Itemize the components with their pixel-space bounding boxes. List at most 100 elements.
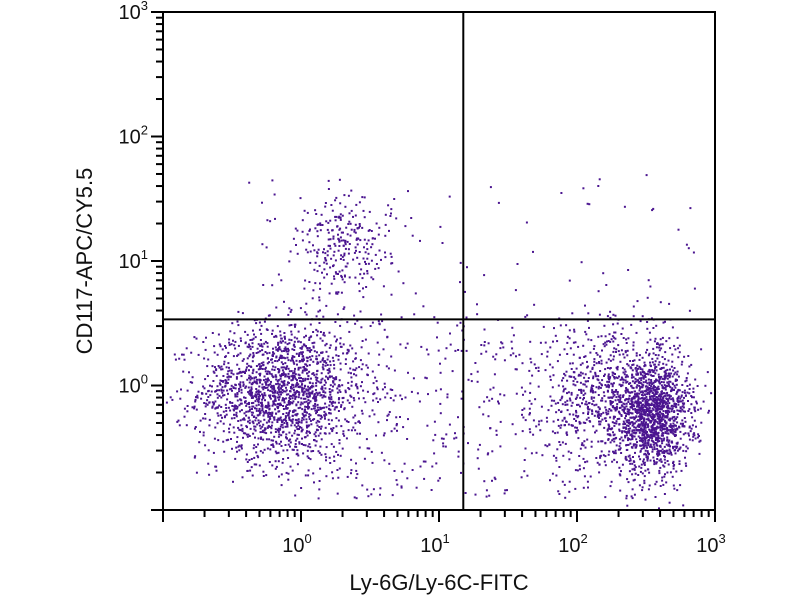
data-point bbox=[449, 332, 451, 335]
data-point bbox=[250, 458, 253, 460]
data-point bbox=[625, 387, 628, 389]
data-point bbox=[354, 246, 357, 249]
data-point bbox=[236, 436, 239, 439]
data-point bbox=[314, 209, 317, 212]
data-point bbox=[244, 341, 247, 344]
data-point bbox=[244, 432, 247, 435]
data-point bbox=[236, 407, 239, 410]
data-point bbox=[633, 426, 636, 429]
data-point bbox=[328, 456, 331, 459]
data-point bbox=[589, 390, 592, 393]
data-point bbox=[635, 446, 638, 449]
data-point bbox=[245, 453, 248, 456]
data-point bbox=[276, 349, 279, 352]
data-point bbox=[664, 403, 667, 406]
data-point bbox=[328, 404, 331, 407]
data-point bbox=[568, 458, 571, 461]
data-point bbox=[255, 365, 258, 367]
data-point bbox=[678, 426, 681, 429]
data-point bbox=[621, 377, 624, 380]
data-point bbox=[706, 371, 709, 374]
data-point bbox=[365, 242, 368, 245]
data-point bbox=[639, 320, 642, 323]
data-point bbox=[332, 400, 335, 403]
y-axis-label: CD117-APC/CY5.5 bbox=[72, 168, 97, 355]
data-point bbox=[657, 416, 660, 419]
data-point bbox=[277, 368, 279, 370]
data-point bbox=[353, 496, 356, 499]
data-point bbox=[638, 424, 641, 427]
data-point bbox=[653, 435, 656, 438]
data-point bbox=[282, 408, 285, 410]
data-point bbox=[355, 238, 358, 241]
data-point bbox=[628, 382, 630, 385]
data-point bbox=[271, 387, 274, 390]
data-point bbox=[221, 368, 224, 371]
data-point bbox=[645, 351, 647, 354]
data-point bbox=[609, 416, 612, 419]
data-point bbox=[240, 444, 243, 447]
data-point bbox=[632, 387, 635, 390]
data-point bbox=[326, 273, 328, 276]
data-point bbox=[676, 421, 679, 424]
data-point bbox=[330, 427, 333, 430]
data-point bbox=[653, 459, 655, 462]
data-point bbox=[296, 433, 299, 436]
data-point bbox=[662, 381, 665, 384]
data-point bbox=[644, 381, 647, 384]
data-point bbox=[650, 446, 653, 449]
data-point bbox=[310, 450, 313, 453]
data-point bbox=[592, 400, 595, 403]
data-point bbox=[666, 402, 669, 405]
data-point bbox=[629, 366, 632, 369]
data-point bbox=[635, 429, 638, 431]
data-point bbox=[314, 376, 317, 379]
data-point bbox=[269, 220, 272, 223]
data-point bbox=[596, 378, 599, 381]
data-point bbox=[562, 377, 565, 380]
data-point bbox=[436, 336, 438, 339]
data-point bbox=[631, 468, 634, 471]
data-point bbox=[626, 408, 629, 411]
data-point bbox=[698, 452, 701, 455]
data-point bbox=[265, 421, 268, 424]
data-point bbox=[629, 434, 632, 437]
data-point bbox=[641, 315, 644, 318]
data-point bbox=[646, 382, 649, 385]
data-point bbox=[624, 389, 627, 392]
data-point bbox=[294, 397, 297, 400]
data-point bbox=[642, 413, 645, 416]
data-point bbox=[669, 471, 672, 474]
data-point bbox=[572, 383, 575, 386]
data-point bbox=[240, 375, 243, 378]
data-point bbox=[619, 474, 622, 477]
data-point bbox=[393, 198, 396, 200]
data-point bbox=[594, 431, 596, 434]
data-point bbox=[650, 410, 653, 413]
data-point bbox=[276, 403, 279, 406]
data-point bbox=[511, 423, 514, 426]
data-point bbox=[653, 448, 656, 451]
data-point bbox=[636, 392, 639, 395]
data-point bbox=[677, 401, 680, 404]
data-point bbox=[274, 366, 277, 369]
data-point bbox=[208, 473, 211, 476]
data-point bbox=[228, 338, 231, 341]
data-point bbox=[238, 449, 241, 452]
data-point bbox=[610, 400, 612, 403]
data-point bbox=[353, 251, 356, 254]
data-point bbox=[237, 310, 240, 313]
data-point bbox=[535, 367, 537, 370]
data-point bbox=[654, 393, 656, 396]
data-point bbox=[558, 353, 561, 356]
data-point bbox=[310, 392, 313, 395]
data-point bbox=[618, 423, 621, 426]
data-point bbox=[237, 353, 240, 356]
data-point bbox=[258, 328, 261, 331]
data-point bbox=[673, 487, 676, 490]
data-point bbox=[644, 393, 647, 396]
data-point bbox=[277, 398, 280, 401]
data-point bbox=[461, 390, 464, 393]
data-point bbox=[246, 426, 248, 429]
data-point bbox=[223, 394, 226, 397]
